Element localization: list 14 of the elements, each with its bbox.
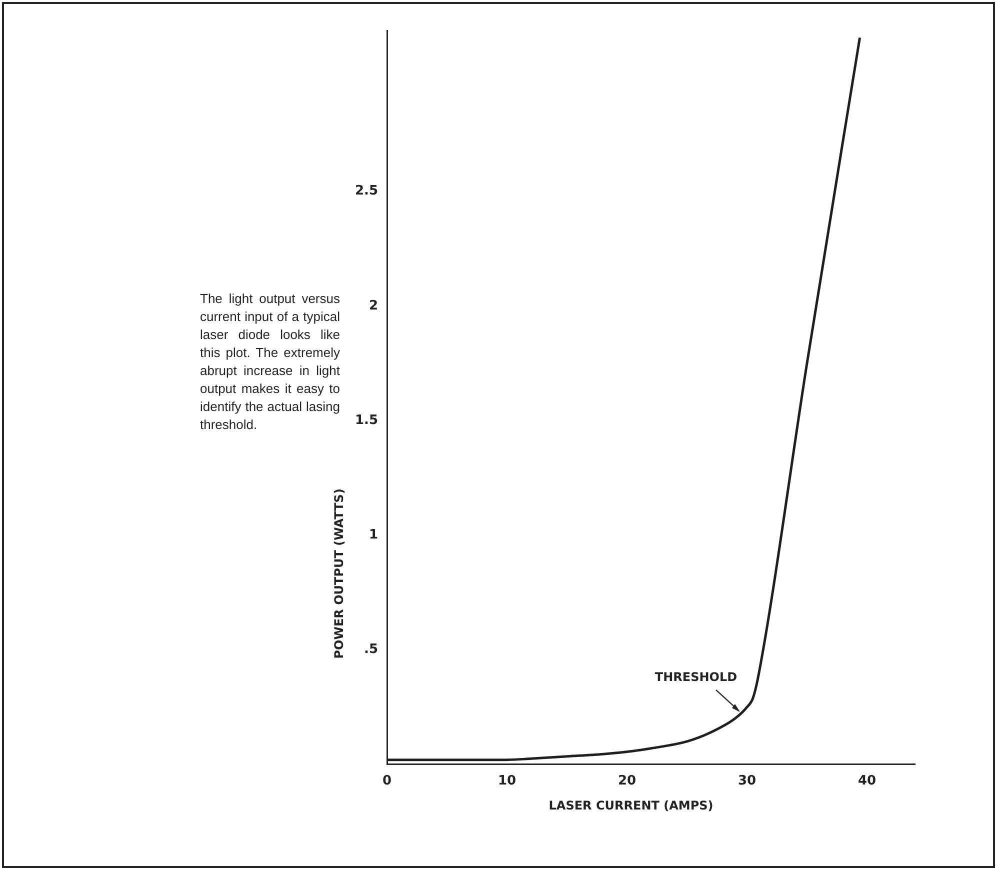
x-tick-label: 30 (738, 774, 756, 789)
x-tick-label: 0 (382, 774, 392, 789)
y-tick-label: .5 (364, 642, 378, 658)
y-tick-label: 2.5 (355, 184, 378, 199)
y-tick-label: 1.5 (355, 412, 378, 428)
y-axis-title: POWER OUTPUT (WATTS) (332, 488, 346, 659)
x-tick-label: 10 (498, 774, 516, 789)
text: The light output versus current input of a typical laser diode looks like this plot. The extremely abrupt increase in light output makes it easy to identify the actual lasing threshold. (200, 290, 340, 434)
x-tick-label: 40 (858, 774, 876, 789)
x-axis-title: LASER CURRENT (AMPS) (548, 798, 714, 813)
y-tick-label: 2 (368, 298, 378, 314)
x-tick-label: 20 (618, 774, 636, 789)
y-tick-label: 1 (368, 528, 378, 543)
annotation: THRESHOLD (654, 670, 738, 684)
